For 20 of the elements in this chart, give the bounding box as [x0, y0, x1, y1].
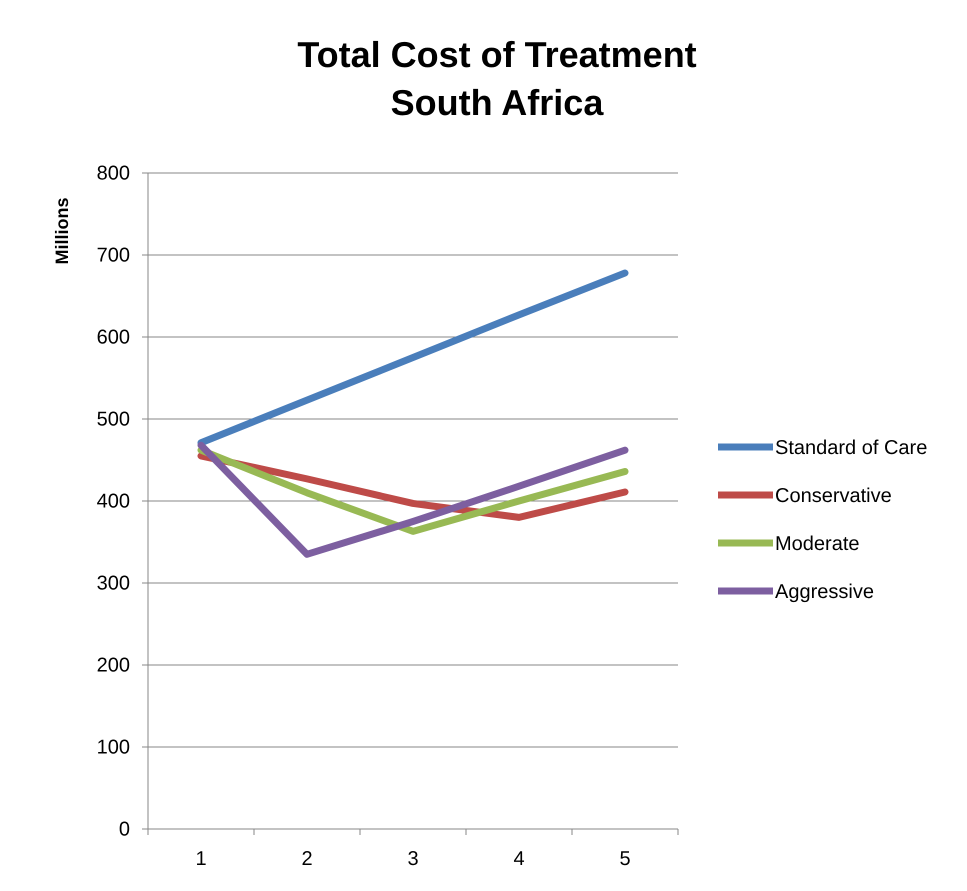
y-tick-label: 400 [96, 490, 130, 512]
y-tick-label: 200 [96, 654, 130, 676]
x-tick-label: 1 [195, 848, 207, 870]
y-tick-label: 0 [118, 818, 130, 840]
x-tick-label: 3 [407, 848, 419, 870]
y-tick-label: 500 [96, 408, 130, 430]
x-tick-label: 5 [619, 848, 631, 870]
legend-label: Aggressive [775, 581, 874, 603]
y-tick-label: 700 [96, 244, 130, 266]
x-tick-label: 4 [513, 848, 525, 870]
legend-label: Standard of Care [775, 437, 928, 459]
y-tick-label: 100 [96, 736, 130, 758]
chart-title: Total Cost of Treatment South Africa [297, 34, 697, 123]
y-tick-label: 600 [96, 326, 130, 348]
legend-label: Conservative [775, 485, 892, 507]
legend-label: Moderate [775, 533, 860, 555]
x-tick-label: 2 [301, 848, 313, 870]
y-tick-label: 800 [96, 162, 130, 184]
y-axis-title: Millions [52, 198, 72, 264]
y-tick-label: 300 [96, 572, 130, 594]
